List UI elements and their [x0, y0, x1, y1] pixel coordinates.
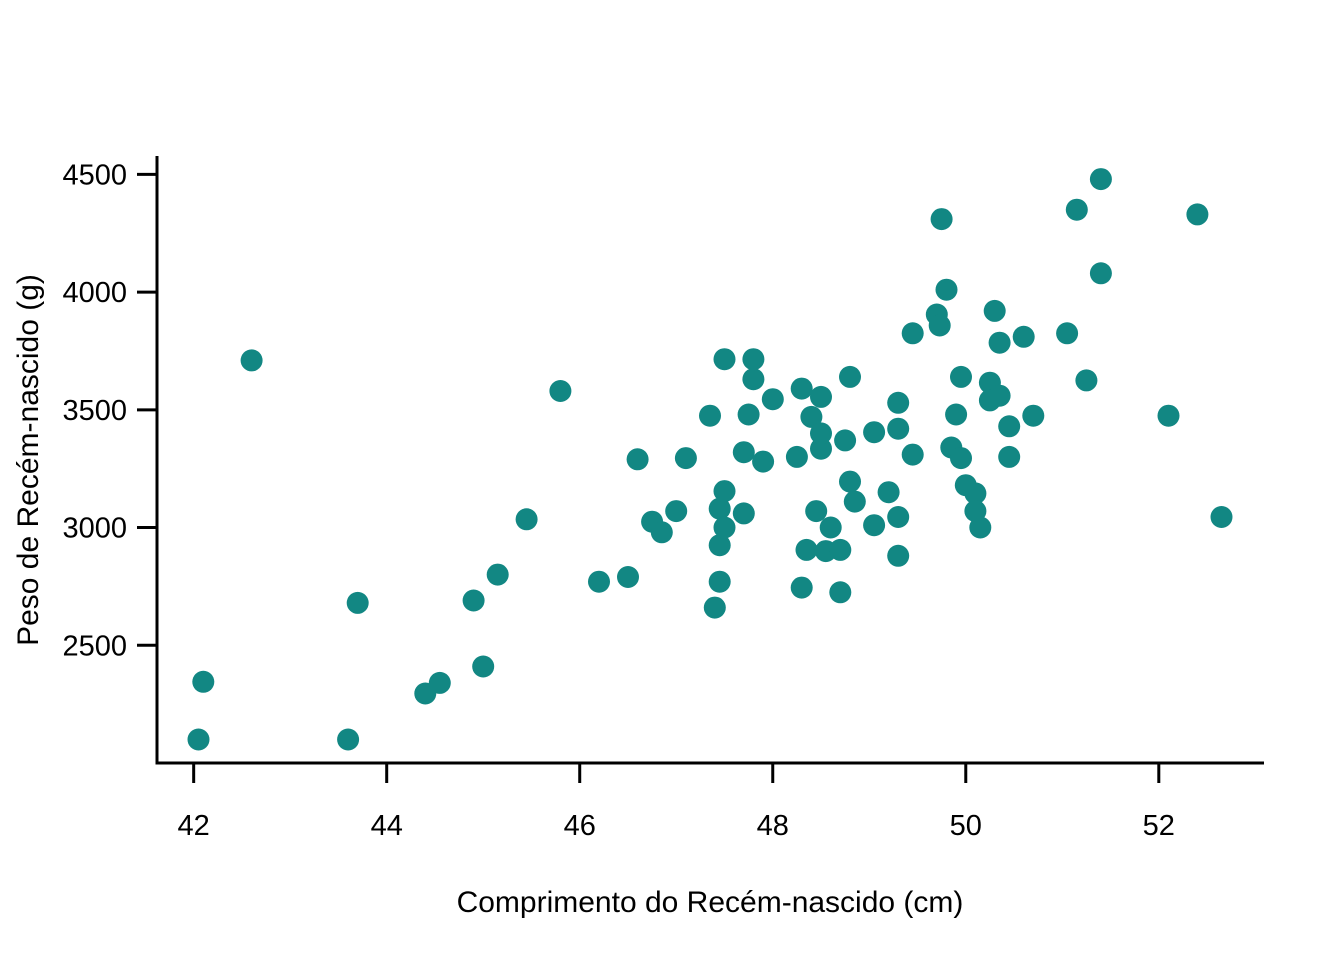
x-tick-label: 48 — [757, 810, 789, 842]
y-tick-label: 4500 — [62, 159, 127, 191]
data-point — [998, 445, 1021, 468]
data-point — [901, 322, 924, 345]
data-point — [650, 521, 673, 544]
data-point — [515, 508, 538, 531]
points-layer — [187, 168, 1233, 751]
data-point — [843, 490, 866, 513]
data-point — [877, 481, 900, 504]
data-point — [761, 388, 784, 411]
data-point — [1012, 325, 1035, 348]
data-point — [790, 377, 813, 400]
data-point — [713, 348, 736, 371]
data-point — [1186, 203, 1209, 226]
data-point — [790, 576, 813, 599]
data-point — [863, 421, 886, 444]
data-point — [346, 591, 369, 614]
data-point — [930, 208, 953, 231]
data-point — [839, 470, 861, 493]
data-point — [703, 596, 726, 619]
data-point — [549, 380, 572, 402]
data-point — [887, 506, 910, 528]
y-tick-label: 4000 — [62, 277, 127, 309]
data-point — [983, 299, 1006, 322]
data-point — [819, 516, 842, 539]
data-point — [969, 516, 992, 539]
x-tick-label: 44 — [371, 810, 403, 842]
y-tick-label: 3000 — [62, 513, 127, 545]
data-point — [901, 443, 924, 466]
data-point — [887, 544, 910, 567]
data-point — [810, 422, 832, 445]
data-point — [713, 480, 736, 503]
x-tick-label: 52 — [1143, 810, 1175, 842]
data-point — [950, 447, 972, 470]
data-point — [626, 448, 649, 471]
data-point — [472, 655, 495, 678]
x-tick-label: 42 — [178, 810, 210, 842]
data-point — [795, 538, 818, 561]
data-point — [674, 447, 697, 470]
data-point — [428, 671, 451, 694]
data-point — [737, 403, 760, 426]
data-point — [742, 368, 765, 391]
data-point — [988, 331, 1011, 354]
data-point — [337, 728, 360, 751]
data-point — [1089, 262, 1112, 285]
data-point — [732, 502, 755, 525]
data-point — [708, 497, 731, 520]
data-point — [935, 278, 958, 301]
data-point — [617, 566, 639, 588]
data-point — [964, 482, 987, 505]
data-point — [810, 385, 832, 408]
data-point — [1022, 404, 1045, 427]
data-point — [699, 404, 721, 427]
axes-layer: 2500 3000 3500 4000 4500 42 44 46 48 50 52 — [62, 156, 1264, 842]
data-point — [240, 349, 263, 372]
data-point — [829, 538, 852, 561]
data-point — [805, 500, 828, 523]
data-point — [928, 314, 951, 337]
y-tick-label: 2500 — [62, 630, 127, 662]
data-point — [945, 403, 968, 426]
data-point — [665, 500, 688, 523]
data-point — [1056, 322, 1079, 345]
data-point — [486, 563, 509, 586]
x-tick-label: 46 — [564, 810, 596, 842]
data-point — [887, 391, 910, 414]
data-point — [839, 365, 861, 388]
x-tick-label: 50 — [950, 810, 982, 842]
data-point — [192, 670, 215, 693]
data-point — [742, 348, 765, 371]
data-point — [1089, 168, 1112, 191]
data-point — [834, 429, 857, 452]
data-point — [462, 589, 485, 612]
data-point — [887, 417, 910, 440]
data-point — [1075, 369, 1098, 392]
data-point — [785, 445, 808, 468]
data-point — [187, 728, 210, 751]
data-point — [863, 514, 886, 537]
data-point — [708, 570, 731, 593]
data-point — [732, 441, 755, 464]
data-point — [713, 516, 736, 539]
data-point — [1210, 506, 1233, 528]
data-point — [950, 365, 972, 388]
y-tick-label: 3500 — [62, 395, 127, 427]
data-point — [1065, 198, 1088, 221]
data-point — [752, 450, 775, 473]
data-point — [1157, 404, 1180, 427]
data-point — [829, 581, 852, 604]
data-point — [800, 405, 823, 428]
y-axis-title: Peso de Recém-nascido (g) — [12, 274, 45, 646]
data-point — [988, 384, 1011, 407]
data-point — [998, 415, 1021, 438]
data-point — [708, 534, 731, 557]
data-point — [588, 570, 610, 593]
data-point — [810, 437, 832, 460]
x-axis-title: Comprimento do Recém-nascido (cm) — [457, 886, 964, 919]
